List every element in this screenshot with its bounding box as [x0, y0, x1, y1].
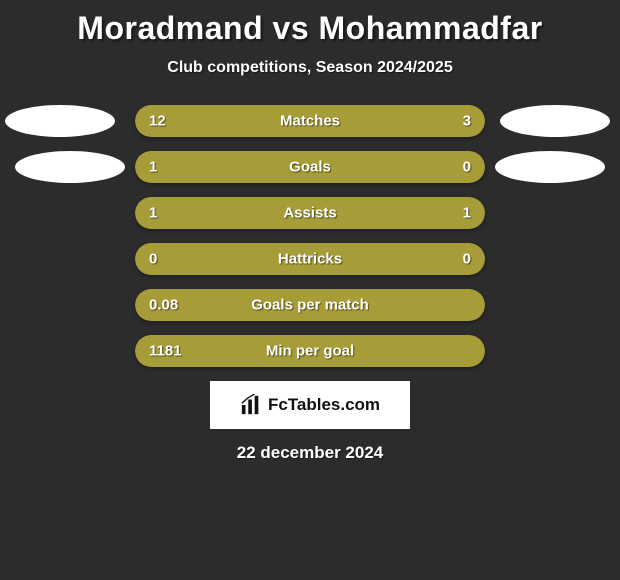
stat-value-left: 0.08	[149, 297, 178, 314]
stat-row: 1 1 Assists	[0, 197, 620, 229]
stat-row: 1 0 Goals	[0, 151, 620, 183]
stat-value-right: 3	[463, 113, 471, 130]
stat-bar: 0.08 Goals per match	[135, 289, 485, 321]
bar-left	[135, 105, 415, 137]
stat-bar: 0 0 Hattricks	[135, 243, 485, 275]
stat-label: Goals	[289, 159, 331, 176]
stat-bar: 12 3 Matches	[135, 105, 485, 137]
stat-bar: 1 0 Goals	[135, 151, 485, 183]
stat-value-left: 0	[149, 251, 157, 268]
stat-row: 0.08 Goals per match	[0, 289, 620, 321]
subtitle: Club competitions, Season 2024/2025	[0, 59, 620, 77]
stat-label: Hattricks	[278, 251, 342, 268]
stat-row: 12 3 Matches	[0, 105, 620, 137]
stat-label: Assists	[283, 205, 336, 222]
bar-right	[415, 105, 485, 137]
stat-row: 0 0 Hattricks	[0, 243, 620, 275]
stat-value-left: 12	[149, 113, 166, 130]
stat-value-right: 1	[463, 205, 471, 222]
stat-row: 1181 Min per goal	[0, 335, 620, 367]
stat-label: Matches	[280, 113, 340, 130]
date-text: 22 december 2024	[0, 443, 620, 463]
stat-label: Goals per match	[251, 297, 369, 314]
stat-bar: 1 1 Assists	[135, 197, 485, 229]
comparison-infographic: Moradmand vs Mohammadfar Club competitio…	[0, 0, 620, 463]
chart-icon	[240, 394, 262, 416]
stats-area: 12 3 Matches 1 0 Goals 1 1 Assists 0 0 Hattricks 0.0…	[0, 105, 620, 367]
stat-value-right: 0	[463, 159, 471, 176]
stat-value-left: 1181	[149, 343, 182, 360]
stat-bar: 1181 Min per goal	[135, 335, 485, 367]
stat-value-left: 1	[149, 205, 157, 222]
stat-value-right: 0	[463, 251, 471, 268]
fctables-logo: FcTables.com	[210, 381, 410, 429]
logo-text: FcTables.com	[268, 395, 380, 415]
stat-label: Min per goal	[266, 343, 354, 360]
stat-value-left: 1	[149, 159, 157, 176]
page-title: Moradmand vs Mohammadfar	[0, 10, 620, 47]
